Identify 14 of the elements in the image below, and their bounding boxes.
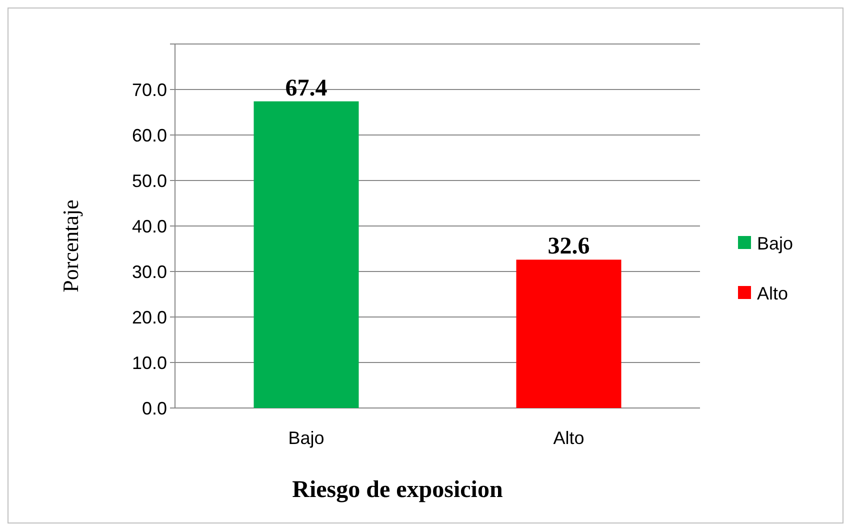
legend-label: Bajo <box>757 233 794 254</box>
y-tick-label: 20.0 <box>132 307 167 328</box>
y-tick-label: 40.0 <box>132 216 167 236</box>
data-label: 67.4 <box>285 75 328 102</box>
legend-label: Alto <box>757 283 788 304</box>
y-tick-label: 10.0 <box>132 352 167 373</box>
y-axis-title: Porcentaje <box>58 200 83 292</box>
y-tick-label: 30.0 <box>132 262 167 282</box>
x-axis-title: Riesgo de exposicion <box>292 477 503 503</box>
data-label: 32.6 <box>548 234 590 260</box>
y-tick-label: 60.0 <box>132 125 167 146</box>
y-tick-label: 70.0 <box>132 80 167 100</box>
y-tick-label: 50.0 <box>132 170 167 191</box>
y-tick-label: 0.0 <box>142 398 167 418</box>
